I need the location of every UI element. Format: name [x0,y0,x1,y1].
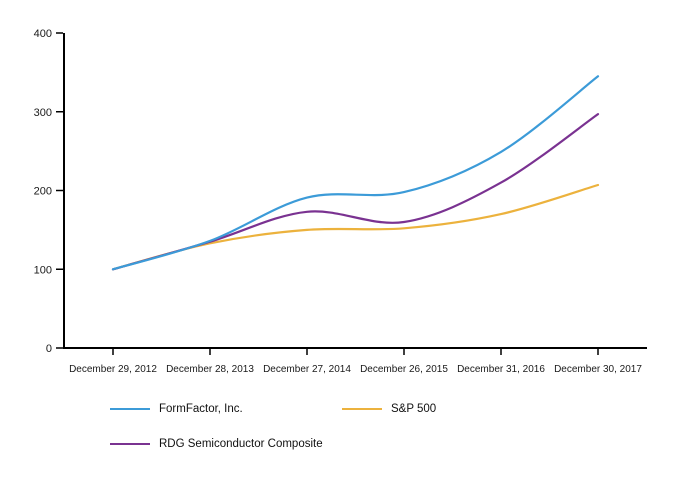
x-tick-label: December 29, 2012 [69,364,157,375]
x-tick-label: December 30, 2017 [554,364,642,375]
legend-item-formfactor: FormFactor, Inc. [110,402,243,416]
x-tick-label: December 26, 2015 [360,364,448,375]
legend-label-sp500: S&P 500 [391,403,437,415]
y-tick-label: 400 [34,28,52,40]
legend-label-rdg-semiconductor: RDG Semiconductor Composite [159,438,323,450]
y-tick-label: 200 [34,186,52,198]
legend-swatch-sp500 [342,407,382,411]
legend-swatch-formfactor [110,407,150,411]
x-tick-label: December 31, 2016 [457,364,545,375]
x-tick-label: December 27, 2014 [263,364,351,375]
legend-label-formfactor: FormFactor, Inc. [159,403,243,415]
y-tick-label: 100 [34,264,52,276]
x-tick-label: December 28, 2013 [166,364,254,375]
series-line-formfactor-inc- [111,75,600,271]
y-tick-label: 0 [46,343,52,355]
y-tick-label: 300 [34,107,52,119]
legend-swatch-rdg-semiconductor [110,442,150,446]
stock-performance-chart: 0 100 200 300 400 December 29, 2012 December 2… [34,28,647,375]
legend-item-rdg-semiconductor: RDG Semiconductor Composite [110,437,323,451]
legend-item-sp500: S&P 500 [342,402,436,416]
series-line-s-p-500 [111,183,600,271]
series-line-rdg-semiconductor-composite [111,113,600,271]
